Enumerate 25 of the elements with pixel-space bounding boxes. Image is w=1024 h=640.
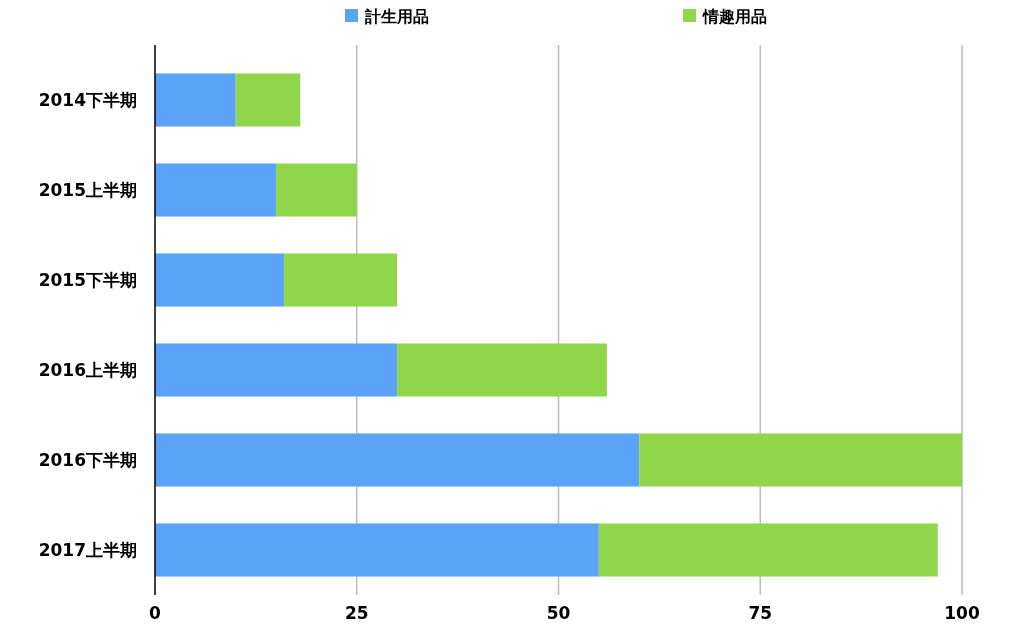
y-tick-label: 2015下半期	[38, 270, 137, 290]
y-tick-label: 2016下半期	[38, 450, 137, 470]
bar	[155, 433, 640, 487]
bar	[155, 343, 398, 397]
bar	[276, 163, 357, 217]
x-tick-label: 75	[748, 603, 773, 623]
y-tick-label: 2014下半期	[38, 90, 137, 110]
bar	[397, 343, 607, 397]
y-tick-label: 2016上半期	[38, 360, 137, 380]
legend-label: 情趣用品	[702, 7, 767, 26]
bar	[155, 253, 285, 307]
bar	[284, 253, 398, 307]
x-tick-label: 25	[344, 603, 369, 623]
bar	[155, 163, 277, 217]
legend-label: 計生用品	[364, 7, 429, 26]
x-tick-label: 50	[546, 603, 571, 623]
bar	[235, 73, 301, 127]
x-tick-label: 100	[944, 603, 980, 623]
y-tick-label: 2017上半期	[38, 540, 137, 560]
bar	[598, 523, 938, 577]
bar	[155, 73, 236, 127]
x-tick-label: 0	[149, 603, 162, 623]
y-tick-label: 2015上半期	[38, 180, 137, 200]
bar	[155, 523, 599, 577]
bar	[639, 433, 962, 487]
